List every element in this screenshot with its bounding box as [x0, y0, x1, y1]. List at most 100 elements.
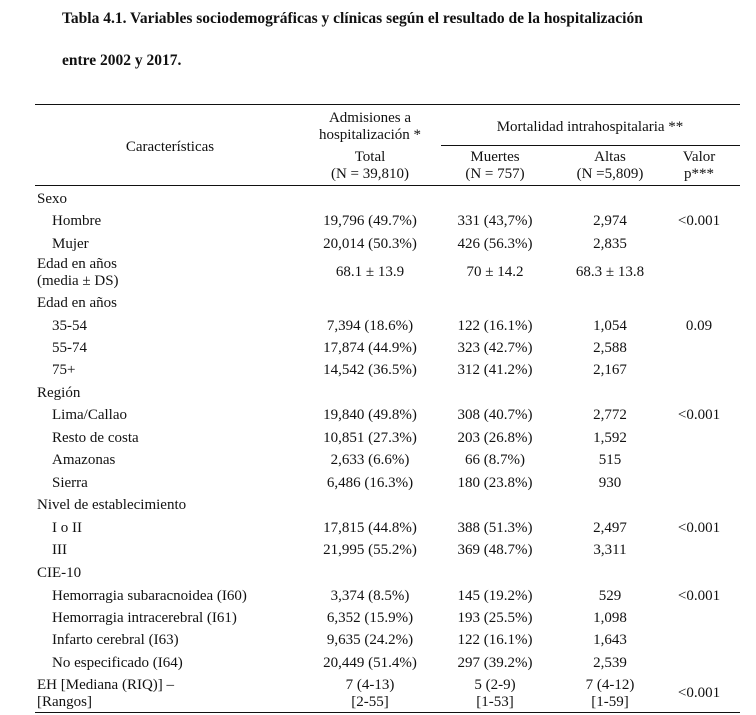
- cell-total: 6,352 (15.9%): [326, 610, 414, 626]
- cell-altas: 2,167: [593, 362, 627, 378]
- cell-altas: 2,974: [593, 213, 627, 229]
- cell-total: 7 (4-13): [345, 677, 395, 693]
- header-valor-line-1: Valor: [682, 149, 716, 165]
- cell-p-value: <0.001: [677, 685, 721, 701]
- mortalidad-rule: [441, 145, 740, 146]
- cell-muertes: 180 (23.8%): [457, 475, 533, 491]
- cell-muertes: 323 (42.7%): [457, 340, 533, 356]
- cell-total: 2,633 (6.6%): [330, 452, 410, 468]
- cell-altas-line-2: [1-59]: [591, 694, 629, 710]
- cell-altas: 3,311: [593, 542, 627, 558]
- row-label: Sexo: [37, 191, 67, 207]
- cell-total-line-2: [2-55]: [351, 694, 389, 710]
- top-rule: [35, 104, 740, 105]
- cell-total: 17,815 (44.8%): [323, 520, 417, 536]
- cell-p-value: 0.09: [685, 318, 713, 334]
- row-label: Lima/Callao: [52, 407, 127, 423]
- row-label: Resto de costa: [52, 430, 139, 446]
- cell-muertes: 308 (40.7%): [457, 407, 533, 423]
- cell-muertes: 312 (41.2%): [457, 362, 533, 378]
- cell-total: 9,635 (24.2%): [326, 632, 414, 648]
- cell-muertes: 426 (56.3%): [457, 236, 533, 252]
- cell-muertes: 193 (25.5%): [457, 610, 533, 626]
- header-altas-line-2: (N =5,809): [576, 166, 644, 182]
- row-label-line-2: [Rangos]: [37, 694, 92, 710]
- cell-total: 21,995 (55.2%): [323, 542, 417, 558]
- row-label: 75+: [52, 362, 76, 378]
- cell-muertes-line-2: [1-53]: [476, 694, 514, 710]
- row-label: Edad en años: [37, 256, 117, 272]
- cell-altas: 1,643: [593, 632, 627, 648]
- cell-muertes: 122 (16.1%): [457, 632, 533, 648]
- row-label: Mujer: [52, 236, 89, 252]
- cell-p-value: <0.001: [677, 407, 721, 423]
- cell-altas: 2,588: [593, 340, 627, 356]
- row-label: Sierra: [52, 475, 88, 491]
- cell-altas: 2,835: [593, 236, 627, 252]
- row-label: Hemorragia intracerebral (I61): [52, 610, 237, 626]
- header-muertes-line-1: Muertes: [470, 149, 520, 165]
- cell-altas: 1,054: [593, 318, 627, 334]
- cell-total: 20,014 (50.3%): [323, 236, 417, 252]
- header-admisiones-line-2: hospitalización *: [318, 127, 422, 143]
- row-label: Infarto cerebral (I63): [52, 632, 179, 648]
- cell-altas: 68.3 ± 13.8: [575, 264, 645, 280]
- cell-total: 7,394 (18.6%): [326, 318, 414, 334]
- row-label-line-2: (media ± DS): [37, 273, 119, 289]
- row-label: Región: [37, 385, 81, 401]
- row-label: Hemorragia subaracnoidea (I60): [52, 588, 247, 604]
- cell-altas: 515: [598, 452, 622, 468]
- header-valor-line-2: p***: [684, 166, 714, 182]
- cell-total: 20,449 (51.4%): [323, 655, 417, 671]
- header-bottom-rule: [35, 185, 740, 186]
- cell-total: 19,840 (49.8%): [323, 407, 417, 423]
- cell-altas: 2,539: [593, 655, 627, 671]
- row-label: 55-74: [52, 340, 87, 356]
- header-total-line-1: Total: [354, 149, 386, 165]
- cell-altas: 1,098: [593, 610, 627, 626]
- row-label: CIE-10: [37, 565, 82, 581]
- header-caracteristicas: Características: [125, 139, 215, 155]
- cell-muertes: 122 (16.1%): [457, 318, 533, 334]
- cell-muertes: 388 (51.3%): [457, 520, 533, 536]
- cell-total: 6,486 (16.3%): [326, 475, 414, 491]
- cell-muertes: 369 (48.7%): [457, 542, 533, 558]
- cell-altas: 7 (4-12): [585, 677, 635, 693]
- cell-p-value: <0.001: [677, 213, 721, 229]
- row-label: Nivel de establecimiento: [37, 497, 187, 513]
- cell-muertes: 145 (19.2%): [457, 588, 533, 604]
- cell-total: 14,542 (36.5%): [323, 362, 417, 378]
- header-muertes-line-2: (N = 757): [465, 166, 525, 182]
- cell-altas: 1,592: [593, 430, 627, 446]
- cell-muertes: 70 ± 14.2: [466, 264, 524, 280]
- cell-muertes: 203 (26.8%): [457, 430, 533, 446]
- cell-muertes: 66 (8.7%): [465, 452, 525, 468]
- header-total-line-2: (N = 39,810): [330, 166, 410, 182]
- cell-altas: 529: [598, 588, 622, 604]
- row-label: No especificado (I64): [52, 655, 183, 671]
- table-title-line-2: entre 2002 y 2017.: [62, 52, 182, 69]
- cell-muertes: 5 (2-9): [474, 677, 516, 693]
- header-mortalidad: Mortalidad intrahospitalaria **: [496, 119, 684, 135]
- cell-total: 17,874 (44.9%): [323, 340, 417, 356]
- row-label: Hombre: [52, 213, 102, 229]
- cell-muertes: 331 (43,7%): [457, 213, 533, 229]
- cell-muertes: 297 (39.2%): [457, 655, 533, 671]
- header-altas-line-1: Altas: [594, 149, 626, 165]
- row-label: 35-54: [52, 318, 87, 334]
- cell-altas: 2,497: [593, 520, 627, 536]
- row-label: Amazonas: [52, 452, 116, 468]
- cell-total: 19,796 (49.7%): [323, 213, 417, 229]
- cell-total: 3,374 (8.5%): [330, 588, 410, 604]
- row-label: III: [52, 542, 67, 558]
- cell-p-value: <0.001: [677, 588, 721, 604]
- row-label: Edad en años: [37, 295, 117, 311]
- cell-altas: 2,772: [593, 407, 627, 423]
- row-label: EH [Mediana (RIQ)] –: [37, 677, 175, 693]
- bottom-rule: [35, 712, 740, 713]
- cell-total: 68.1 ± 13.9: [335, 264, 405, 280]
- header-admisiones-line-1: Admisiones a: [328, 110, 412, 126]
- cell-p-value: <0.001: [677, 520, 721, 536]
- cell-altas: 930: [598, 475, 622, 491]
- cell-total: 10,851 (27.3%): [323, 430, 417, 446]
